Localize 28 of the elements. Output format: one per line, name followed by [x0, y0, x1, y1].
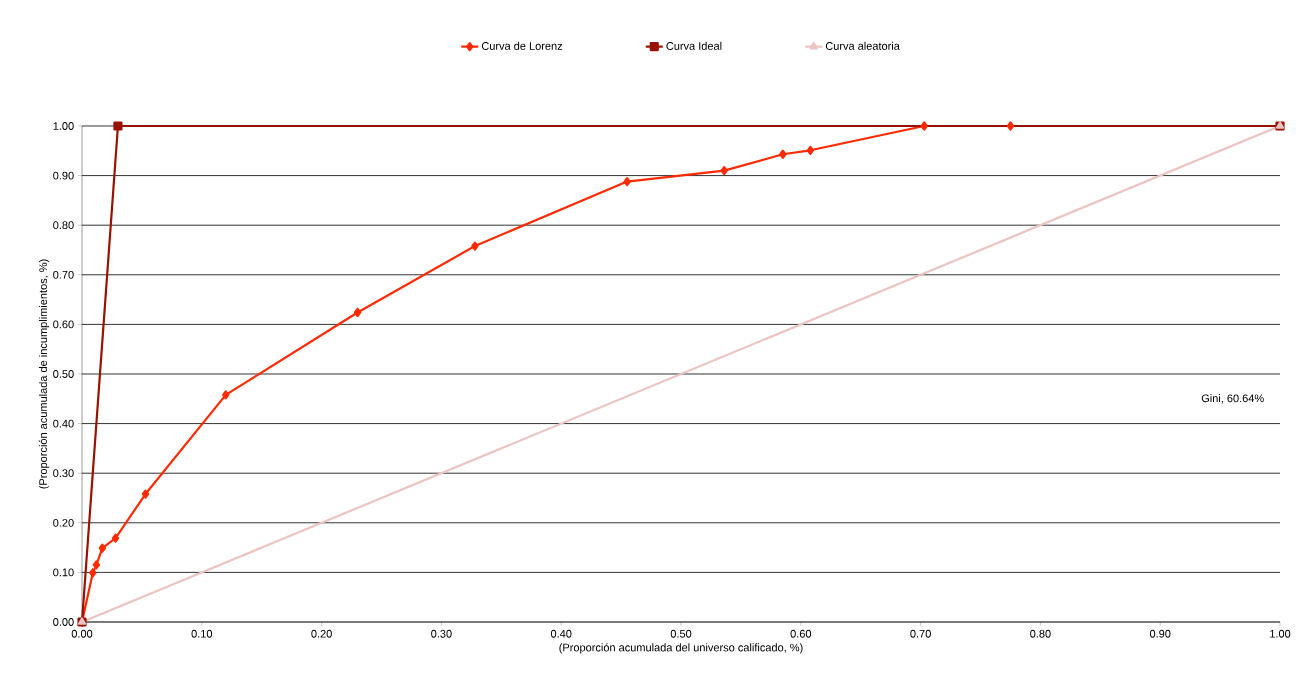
legend-label: Curva aleatoria	[825, 41, 900, 50]
x-tick-label: 0.90	[1149, 629, 1171, 638]
y-tick-label: 0.40	[53, 419, 74, 428]
x-tick-label: 0.10	[191, 629, 213, 638]
x-tick-label: 0.50	[670, 629, 692, 638]
x-tick-label: 0.30	[431, 629, 452, 638]
x-tick-label: 0.60	[790, 629, 812, 638]
x-tick-label: 0.20	[311, 629, 332, 638]
y-tick-label: 0.50	[53, 370, 74, 378]
legend-label: Curva Ideal	[666, 41, 722, 50]
y-tick-label: 0.20	[53, 518, 74, 527]
y-tick-label: 0.10	[53, 568, 74, 577]
y-tick-label: 0.00	[53, 618, 74, 626]
y-axis-title: (Proporción acumulada de incumplimientos, %)	[38, 259, 50, 489]
y-tick-label: 1.00	[53, 122, 74, 130]
annotation: Gini, 60.64%	[1201, 394, 1264, 404]
x-tick-label: 1.00	[1270, 629, 1291, 638]
legend-label: Curva de Lorenz	[481, 41, 563, 50]
x-tick-label: 0.40	[550, 629, 572, 638]
y-tick-label: 0.30	[53, 469, 74, 478]
x-axis-title: (Proporción acumulada del universo calificado, %)	[559, 643, 803, 654]
y-tick-label: 0.80	[53, 221, 74, 230]
x-tick-label: 0.00	[71, 629, 93, 638]
y-tick-label: 0.70	[53, 270, 74, 279]
x-tick-label: 0.80	[1030, 629, 1051, 638]
y-tick-label: 0.60	[53, 320, 74, 329]
y-tick-label: 0.90	[53, 171, 74, 180]
x-tick-label: 0.70	[910, 629, 931, 638]
